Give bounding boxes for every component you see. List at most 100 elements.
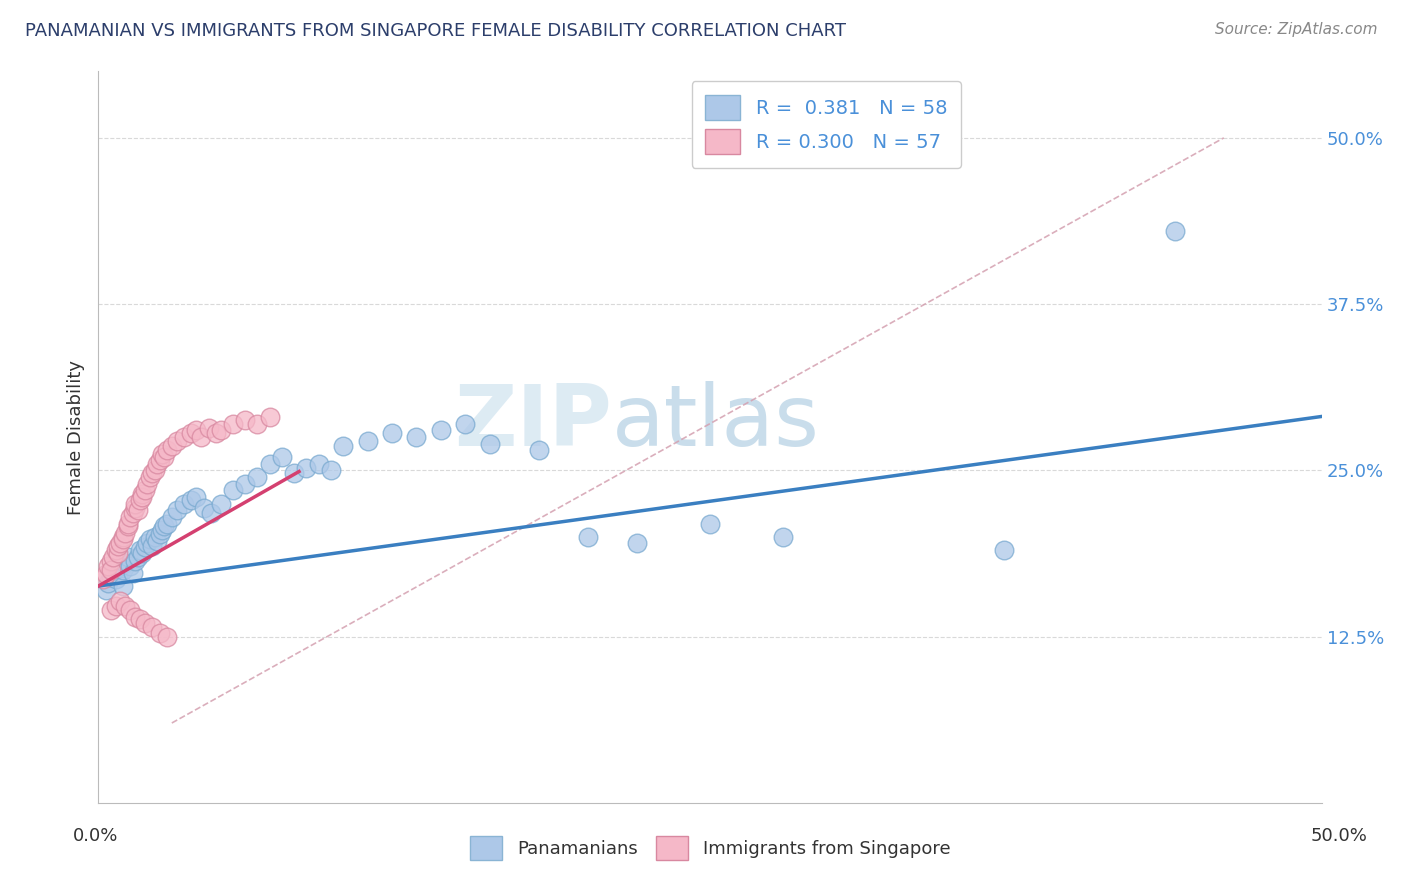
Point — [97, 576, 120, 591]
Point — [156, 516, 179, 531]
Point — [332, 439, 354, 453]
Point — [111, 530, 134, 544]
Point — [129, 612, 152, 626]
Point — [209, 424, 232, 438]
Point — [166, 503, 188, 517]
Point — [121, 506, 143, 520]
Point — [117, 549, 139, 564]
Point — [772, 530, 794, 544]
Text: PANAMANIAN VS IMMIGRANTS FROM SINGAPORE FEMALE DISABILITY CORRELATION CHART: PANAMANIAN VS IMMIGRANTS FROM SINGAPORE … — [25, 22, 846, 40]
Point — [626, 536, 648, 550]
Point — [100, 603, 122, 617]
Point — [233, 413, 256, 427]
Point — [699, 516, 721, 531]
Point — [110, 536, 132, 550]
Point — [180, 492, 202, 507]
Point — [94, 567, 117, 582]
Point — [136, 476, 159, 491]
Point — [111, 579, 134, 593]
Point — [209, 497, 232, 511]
Point — [104, 543, 127, 558]
Point — [270, 450, 294, 464]
Point — [149, 452, 172, 467]
Point — [141, 539, 163, 553]
Point — [160, 439, 183, 453]
Text: atlas: atlas — [612, 381, 820, 464]
Point — [173, 497, 195, 511]
Point — [127, 503, 149, 517]
Point — [527, 443, 550, 458]
Point — [246, 470, 269, 484]
Point — [190, 430, 212, 444]
Text: Source: ZipAtlas.com: Source: ZipAtlas.com — [1215, 22, 1378, 37]
Point — [156, 630, 179, 644]
Point — [319, 463, 342, 477]
Point — [114, 599, 136, 613]
Point — [576, 530, 599, 544]
Point — [124, 497, 146, 511]
Point — [97, 559, 120, 574]
Point — [146, 533, 169, 548]
Point — [149, 625, 172, 640]
Point — [120, 559, 142, 574]
Point — [430, 424, 453, 438]
Point — [111, 563, 134, 577]
Point — [110, 593, 132, 607]
Point — [283, 466, 305, 480]
Point — [117, 516, 139, 531]
Text: ZIP: ZIP — [454, 381, 612, 464]
Point — [104, 573, 127, 587]
Point — [993, 543, 1015, 558]
Point — [246, 417, 269, 431]
Point — [134, 541, 156, 555]
Point — [146, 457, 169, 471]
Point — [131, 487, 153, 501]
Point — [259, 410, 281, 425]
Point — [100, 570, 122, 584]
Point — [153, 450, 176, 464]
Point — [186, 424, 208, 438]
Point — [117, 519, 139, 533]
Point — [149, 527, 172, 541]
Point — [233, 476, 256, 491]
Point — [107, 539, 129, 553]
Point — [124, 500, 146, 515]
Point — [91, 573, 114, 587]
Point — [129, 543, 152, 558]
Point — [139, 533, 162, 547]
Point — [186, 490, 208, 504]
Point — [110, 559, 132, 574]
Point — [478, 436, 501, 450]
Point — [101, 563, 124, 577]
Point — [134, 483, 156, 498]
Text: 50.0%: 50.0% — [1310, 827, 1367, 845]
Point — [131, 546, 153, 560]
Point — [104, 599, 127, 613]
Point — [150, 523, 173, 537]
Point — [120, 509, 142, 524]
Point — [141, 620, 163, 634]
Point — [150, 447, 173, 461]
Point — [136, 536, 159, 550]
Point — [129, 492, 152, 507]
Point — [454, 417, 477, 431]
Point — [131, 490, 153, 504]
Legend: R =  0.381   N = 58, R = 0.300   N = 57: R = 0.381 N = 58, R = 0.300 N = 57 — [692, 81, 960, 168]
Point — [160, 509, 183, 524]
Point — [1164, 224, 1187, 238]
Point — [259, 457, 281, 471]
Point — [114, 525, 136, 540]
Point — [111, 533, 134, 547]
Point — [107, 546, 129, 560]
Point — [180, 426, 202, 441]
Point — [107, 567, 129, 582]
Point — [101, 549, 124, 564]
Point — [124, 609, 146, 624]
Point — [205, 426, 228, 441]
Point — [143, 530, 166, 544]
Text: 0.0%: 0.0% — [73, 827, 118, 845]
Point — [134, 616, 156, 631]
Point — [200, 506, 222, 520]
Point — [94, 582, 117, 597]
Point — [166, 434, 188, 448]
